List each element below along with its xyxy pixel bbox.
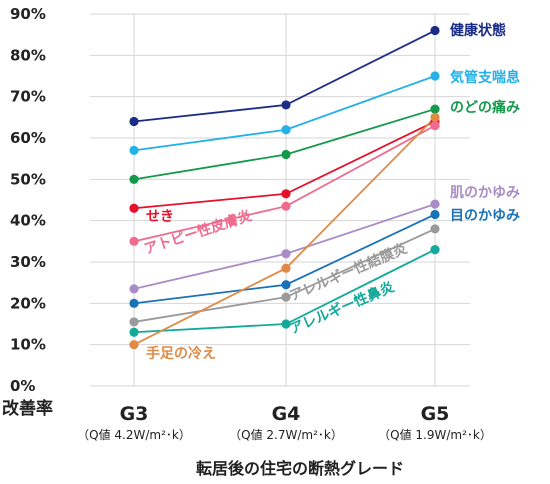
data-point	[129, 298, 139, 308]
data-point	[129, 340, 139, 350]
y-axis-ticks: 0% 10% 20% 30% 40% 50% 60% 70% 80% 90%	[10, 5, 46, 395]
data-point	[430, 25, 440, 36]
x-category-sublabel: （Q値 4.2W/m²･k）	[77, 427, 191, 442]
data-point	[129, 203, 139, 213]
data-point	[430, 245, 440, 255]
data-point	[281, 280, 291, 290]
y-tick-label: 80%	[10, 46, 46, 64]
data-point	[129, 236, 139, 246]
series-line	[133, 75, 436, 152]
y-tick-label: 50%	[10, 170, 46, 188]
y-axis-label: 改善率	[2, 398, 53, 419]
data-point	[430, 224, 440, 234]
data-point	[430, 112, 440, 122]
data-point	[281, 189, 291, 199]
y-tick-label: 70%	[10, 88, 46, 106]
series-label: 肌のかゆみ	[450, 185, 520, 201]
data-point	[430, 71, 440, 81]
x-axis-categories: G3 （Q値 4.2W/m²･k） G4 （Q値 2.7W/m²･k） G5 （Q値 1.…	[77, 403, 492, 442]
data-point	[281, 125, 291, 135]
data-point	[129, 174, 139, 184]
data-point	[129, 317, 139, 327]
x-category-label: G4	[272, 403, 301, 425]
data-point	[129, 284, 139, 294]
x-category-sublabel: （Q値 2.7W/m²･k）	[229, 427, 343, 442]
data-point	[281, 149, 291, 160]
data-point	[281, 249, 291, 259]
y-tick-label: 40%	[10, 212, 46, 230]
data-point	[430, 199, 440, 209]
y-tick-label: 90%	[10, 5, 46, 23]
data-point	[281, 201, 291, 211]
series-label: せき	[146, 209, 174, 225]
data-point	[430, 209, 440, 220]
series-label: 目のかゆみ	[450, 208, 520, 224]
data-point	[129, 145, 139, 155]
y-tick-label: 60%	[10, 129, 46, 147]
y-tick-label: 20%	[10, 294, 46, 312]
series-label: 健康状態	[450, 22, 506, 39]
series-points	[129, 25, 440, 350]
grid	[90, 13, 470, 387]
data-point	[281, 263, 291, 273]
y-tick-label: 0%	[10, 377, 35, 395]
data-point	[129, 327, 139, 337]
data-point	[281, 100, 291, 110]
series-label: のどの痛み	[450, 99, 520, 116]
series-label: 手足の冷え	[146, 345, 216, 362]
x-axis-title: 転居後の住宅の断熱グレード	[196, 459, 404, 478]
data-point	[129, 116, 139, 127]
data-point	[281, 319, 291, 329]
x-category-sublabel: （Q値 1.9W/m²･k）	[378, 427, 492, 442]
x-category-label: G5	[421, 403, 450, 425]
y-tick-label: 30%	[10, 253, 46, 271]
data-point	[430, 121, 440, 131]
data-point	[430, 104, 440, 114]
x-category-label: G3	[120, 403, 149, 425]
y-tick-label: 10%	[10, 336, 46, 354]
data-point	[281, 292, 291, 302]
series-label: 気管支喘息	[450, 69, 520, 86]
